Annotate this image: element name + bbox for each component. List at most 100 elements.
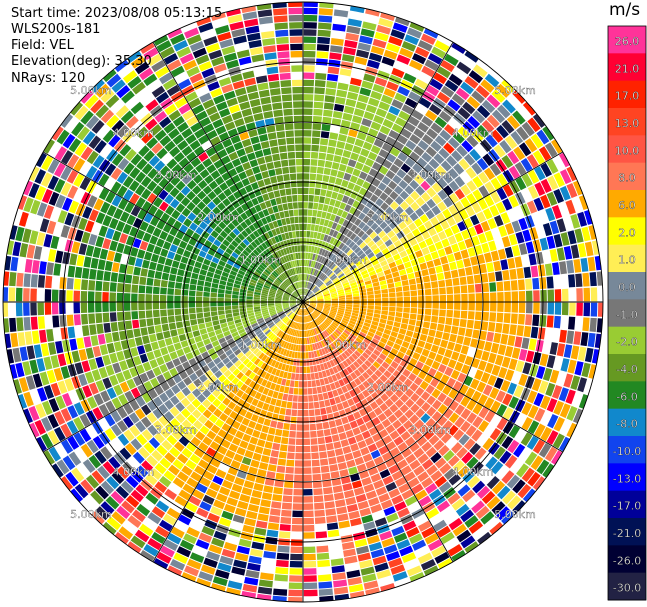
gate-cell <box>133 217 143 229</box>
gate-cell <box>383 269 392 276</box>
gate-cell <box>231 436 242 446</box>
gate-cell <box>92 154 105 169</box>
gate-cell <box>329 245 335 253</box>
gate-cell <box>219 182 229 192</box>
gate-cell <box>343 423 352 432</box>
gate-cell <box>134 336 143 347</box>
colorbar-segment <box>608 135 646 164</box>
gate-cell <box>229 341 237 349</box>
gate-cell <box>446 216 456 227</box>
gate-cell <box>222 397 231 406</box>
gate-cell <box>303 337 306 345</box>
gate-cell <box>251 54 265 63</box>
gate-cell <box>463 336 472 347</box>
gate-cell <box>127 256 136 266</box>
gate-cell <box>292 329 296 336</box>
gate-cell <box>515 360 525 373</box>
gate-cell <box>314 278 320 285</box>
gate-cell <box>116 350 125 362</box>
gate-cell <box>85 347 95 359</box>
gate-cell <box>205 488 218 499</box>
gate-cell <box>281 196 287 204</box>
gate-cell <box>154 324 163 333</box>
gate-cell <box>212 320 220 326</box>
gate-cell <box>389 302 396 307</box>
gate-cell <box>370 121 382 131</box>
gate-cell <box>423 163 435 175</box>
gate-cell <box>308 305 315 310</box>
gate-cell <box>426 260 435 269</box>
gate-cell <box>438 316 446 325</box>
gate-cell <box>410 201 420 212</box>
gate-cell <box>393 532 408 543</box>
gate-cell <box>259 163 268 172</box>
gate-cell <box>57 380 68 394</box>
gate-cell <box>406 526 420 538</box>
gate-cell <box>409 571 425 582</box>
gate-cell <box>350 317 357 323</box>
gate-cell <box>434 223 444 233</box>
gate-cell <box>589 272 597 287</box>
gate-cell <box>336 286 344 291</box>
gate-cell <box>503 280 511 291</box>
gate-cell <box>228 443 239 453</box>
gate-cell <box>214 344 222 352</box>
gate-cell <box>333 330 340 337</box>
gate-cell <box>226 59 240 69</box>
gate-cell <box>247 342 255 350</box>
gate-cell <box>280 348 285 355</box>
gate-cell <box>388 374 398 384</box>
gate-cell <box>489 387 500 400</box>
gate-cell <box>210 87 223 98</box>
gate-cell <box>353 235 361 243</box>
gate-cell <box>423 220 433 230</box>
gate-cell <box>130 438 143 451</box>
gate-cell <box>197 404 207 414</box>
gate-cell <box>129 193 140 205</box>
gate-cell <box>264 200 272 208</box>
gate-cell <box>308 409 315 417</box>
gate-cell <box>312 387 318 395</box>
gate-cell <box>102 354 112 366</box>
gate-cell <box>431 281 439 289</box>
gate-cell <box>390 361 399 369</box>
gate-cell <box>314 335 319 343</box>
gate-cell <box>241 590 257 599</box>
gate-cell <box>9 272 17 287</box>
gate-cell <box>155 66 170 79</box>
gate-cell <box>323 354 329 362</box>
gate-cell <box>256 376 264 385</box>
gate-cell <box>43 139 55 154</box>
gate-cell <box>222 217 231 226</box>
gate-cell <box>116 311 124 321</box>
gate-cell <box>344 188 353 197</box>
gate-cell <box>459 276 467 286</box>
gate-cell <box>511 347 521 359</box>
gate-cell <box>326 317 333 323</box>
gate-cell <box>298 308 301 315</box>
gate-cell <box>553 233 563 248</box>
gate-cell <box>389 191 399 201</box>
gate-cell <box>294 322 298 329</box>
gate-cell <box>158 72 173 85</box>
gate-cell <box>53 263 62 276</box>
gate-cell <box>525 215 535 228</box>
gate-cell <box>304 337 308 345</box>
gate-cell <box>283 386 290 394</box>
gate-cell <box>453 343 462 353</box>
gate-cell <box>189 284 197 291</box>
gate-cell <box>282 302 289 305</box>
gate-cell <box>316 254 321 262</box>
gate-cell <box>9 364 18 379</box>
gate-cell <box>265 536 278 545</box>
gate-cell <box>290 276 295 283</box>
gate-cell <box>95 506 110 521</box>
gate-cell <box>440 85 455 98</box>
gate-cell <box>280 332 285 339</box>
gate-cell <box>203 312 211 318</box>
gate-cell <box>403 520 417 532</box>
gate-cell <box>205 550 221 562</box>
gate-cell <box>290 43 303 51</box>
gate-cell <box>280 273 287 280</box>
gate-cell <box>308 187 315 195</box>
